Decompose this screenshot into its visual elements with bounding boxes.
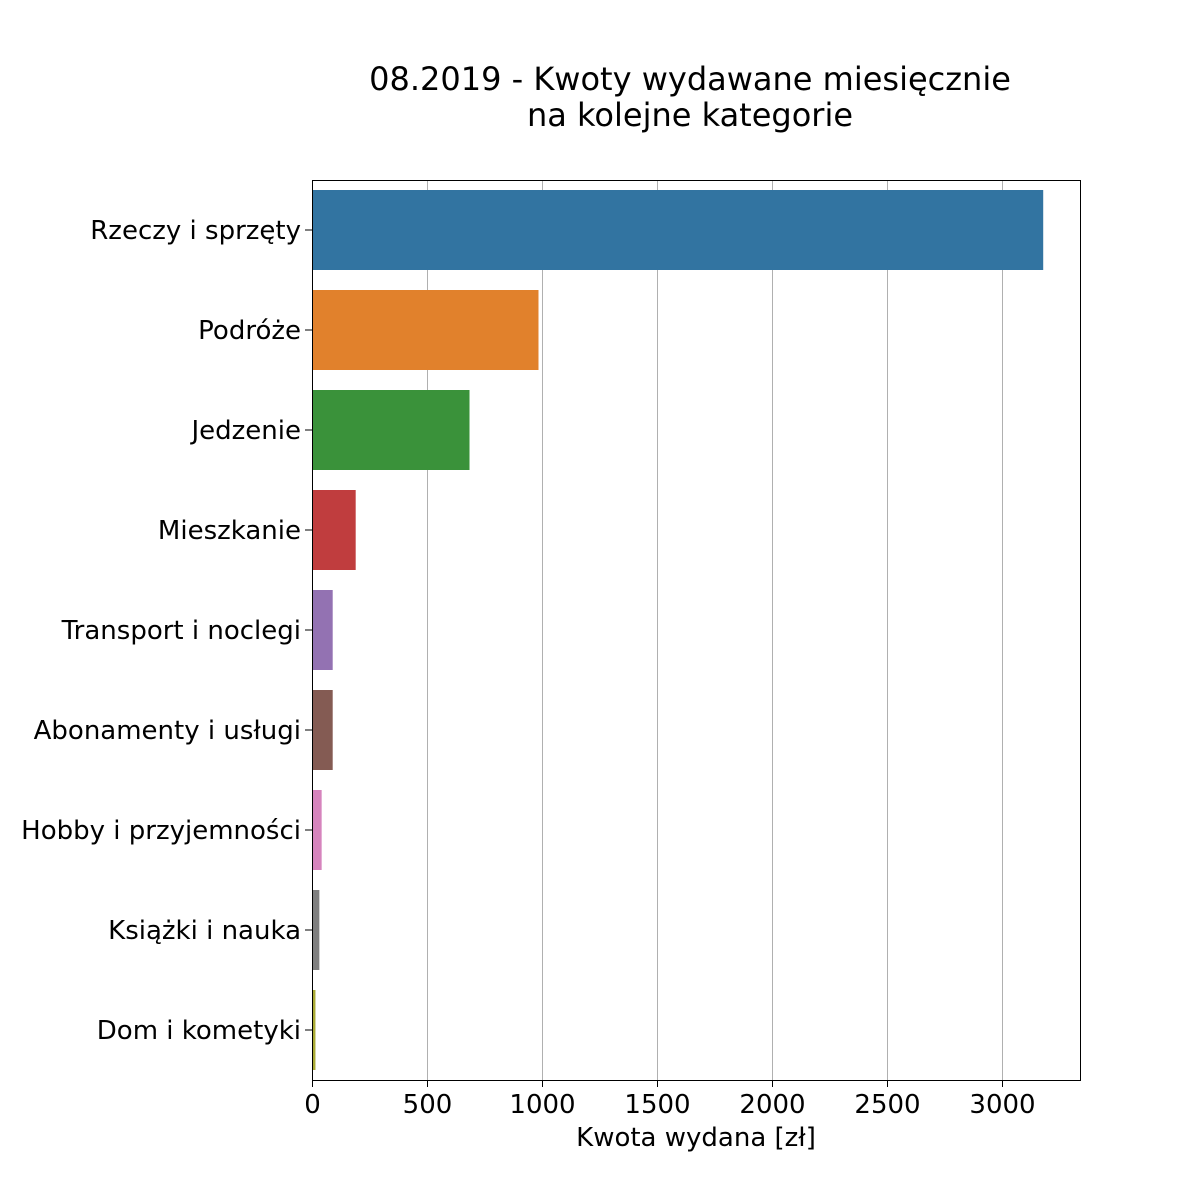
x-gridlines: [427, 180, 1003, 1080]
y-tick-label: Transport i noclegi: [61, 616, 301, 646]
y-tick-label: Hobby i przyjemności: [21, 816, 301, 846]
x-tick-label: 2500: [854, 1090, 920, 1120]
y-tick-label: Abonamenty i usługi: [34, 716, 301, 746]
y-tick-label: Książki i nauka: [108, 916, 301, 946]
bar: [312, 190, 1044, 270]
bars: [312, 190, 1044, 1070]
y-tick-label: Mieszkanie: [158, 516, 301, 546]
bar: [312, 990, 316, 1070]
bar: [312, 390, 470, 470]
x-tick-label: 500: [403, 1090, 453, 1120]
x-tick-label: 1000: [509, 1090, 575, 1120]
bar: [312, 890, 320, 970]
plot-frame: [312, 180, 1081, 1081]
chart-title-line: 08.2019 - Kwoty wydawane miesięcznie: [369, 60, 1011, 98]
bar: [312, 490, 356, 570]
bar: [312, 590, 333, 670]
y-tick-label: Jedzenie: [189, 416, 301, 446]
y-tick-label: Podróże: [198, 316, 301, 346]
x-tick-labels: 0 500 1000 1500 2000 2500 3000: [304, 1080, 1036, 1120]
y-tick-labels: Rzeczy i sprzęty Podróże Jedzenie Mieszkani…: [21, 216, 312, 1046]
bar: [312, 790, 322, 870]
x-axis-label: Kwota wydana [zł]: [576, 1123, 816, 1153]
x-tick-label: 0: [304, 1090, 321, 1120]
x-tick-label: 1500: [624, 1090, 690, 1120]
x-tick-label: 3000: [969, 1090, 1035, 1120]
y-tick-label: Rzeczy i sprzęty: [90, 216, 301, 246]
bar: [312, 290, 539, 370]
bar: [312, 690, 333, 770]
y-tick-label: Dom i kometyki: [97, 1016, 301, 1046]
x-tick-label: 2000: [739, 1090, 805, 1120]
chart-title-line: na kolejne kategorie: [527, 96, 853, 134]
